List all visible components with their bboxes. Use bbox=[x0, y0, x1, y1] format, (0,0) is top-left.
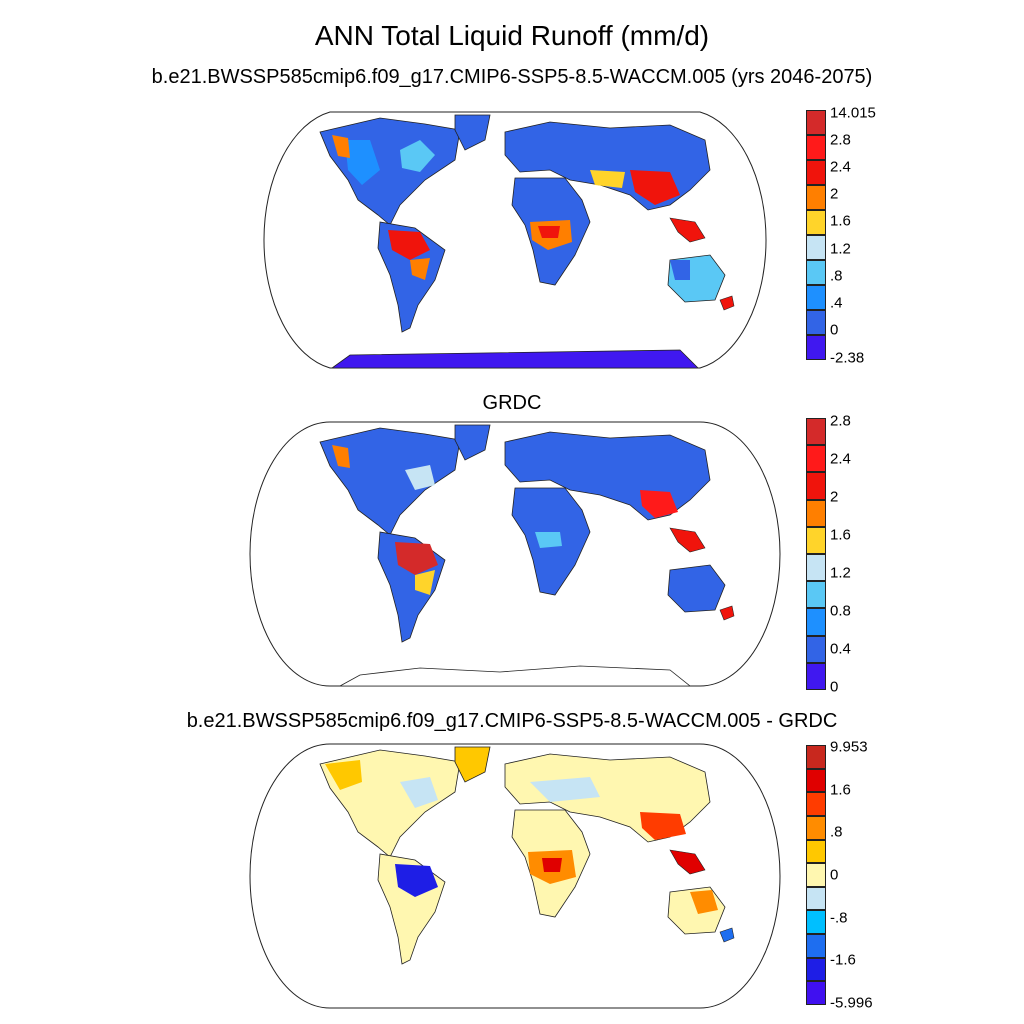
panel-2-map bbox=[249, 420, 781, 693]
colorbar-swatch bbox=[806, 260, 826, 285]
colorbar-label: -.8 bbox=[830, 909, 848, 927]
colorbar-swatch bbox=[806, 815, 826, 840]
colorbar-label: .4 bbox=[830, 294, 843, 312]
panel-2-colorbar: 2.8 2.4 2 1.6 1.2 0.8 0.4 0 bbox=[806, 412, 866, 696]
colorbar-swatch bbox=[806, 981, 826, 1005]
colorbar-swatch bbox=[806, 635, 826, 663]
colorbar-label: 2.8 bbox=[830, 131, 851, 149]
colorbar-swatch bbox=[806, 745, 826, 769]
colorbar-swatch bbox=[806, 792, 826, 816]
colorbar-swatch bbox=[806, 768, 826, 793]
colorbar-swatch bbox=[806, 185, 826, 210]
colorbar-swatch bbox=[806, 608, 826, 636]
colorbar-swatch bbox=[806, 886, 826, 911]
colorbar-swatch bbox=[806, 235, 826, 260]
colorbar-label: 2.4 bbox=[830, 158, 851, 176]
colorbar-swatch bbox=[806, 863, 826, 887]
panel-1-map-svg bbox=[263, 111, 767, 369]
colorbar-label: 0.8 bbox=[830, 602, 851, 620]
colorbar-swatch bbox=[806, 285, 826, 310]
colorbar-label: 2.4 bbox=[830, 450, 851, 468]
colorbar-swatch bbox=[806, 110, 826, 135]
colorbar-swatch bbox=[806, 957, 826, 982]
colorbar-swatch bbox=[806, 160, 826, 185]
colorbar-label: 14.015 bbox=[830, 104, 876, 121]
panel-1-title: b.e21.BWSSP585cmip6.f09_g17.CMIP6-SSP5-8… bbox=[151, 66, 873, 88]
panel-3-colorbar: 9.953 1.6 .8 0 -.8 -1.6 -5.996 bbox=[806, 739, 873, 1011]
colorbar-swatch bbox=[806, 526, 826, 554]
colorbar-label: 1.6 bbox=[830, 526, 851, 544]
colorbar-swatch bbox=[806, 210, 826, 235]
colorbar-label: 1.2 bbox=[830, 240, 851, 258]
colorbar-label: 1.2 bbox=[830, 564, 851, 582]
colorbar-label: 1.6 bbox=[830, 212, 851, 230]
colorbar-swatch bbox=[806, 472, 826, 500]
colorbar-swatch bbox=[806, 499, 826, 527]
colorbar-label: .8 bbox=[830, 267, 843, 285]
colorbar-swatch bbox=[806, 839, 826, 864]
panel-2-map-svg bbox=[249, 421, 781, 687]
colorbar-swatch bbox=[806, 335, 826, 360]
colorbar-swatch bbox=[806, 310, 826, 335]
colorbar-swatch bbox=[806, 445, 826, 473]
panel-3-map-svg bbox=[249, 743, 781, 1009]
colorbar-label: 1.6 bbox=[830, 781, 851, 799]
colorbar-label: -5.996 bbox=[830, 994, 873, 1012]
colorbar-label: 2 bbox=[830, 185, 839, 203]
colorbar-label: -2.38 bbox=[830, 349, 865, 366]
panel-3-title: b.e21.BWSSP585cmip6.f09_g17.CMIP6-SSP5-8… bbox=[186, 710, 838, 732]
colorbar-label: .8 bbox=[830, 823, 843, 841]
colorbar-swatch bbox=[806, 554, 826, 582]
colorbar-swatch bbox=[806, 662, 826, 690]
colorbar-label: 0 bbox=[830, 866, 839, 884]
colorbar-swatch bbox=[806, 910, 826, 935]
colorbar-label: 2 bbox=[830, 488, 839, 506]
main-title: ANN Total Liquid Runoff (mm/d) bbox=[314, 20, 710, 51]
colorbar-label: 0.4 bbox=[830, 640, 851, 658]
panel-2-title: GRDC bbox=[482, 392, 542, 414]
colorbar-swatch bbox=[806, 135, 826, 160]
colorbar-label: 0 bbox=[830, 321, 839, 339]
colorbar-label: 9.953 bbox=[830, 738, 868, 756]
panel-1-colorbar: 14.015 2.8 2.4 2 1.6 1.2 .8 .4 0 -2.38 bbox=[806, 104, 876, 366]
colorbar-label: -1.6 bbox=[830, 951, 856, 969]
colorbar-label: 2.8 bbox=[830, 412, 851, 430]
colorbar-label: 0 bbox=[830, 678, 839, 696]
panel-1-map bbox=[250, 110, 780, 377]
colorbar-swatch bbox=[806, 581, 826, 609]
panel-3-map bbox=[249, 742, 781, 1015]
colorbar-swatch bbox=[806, 934, 826, 958]
colorbar-swatch bbox=[806, 418, 826, 446]
